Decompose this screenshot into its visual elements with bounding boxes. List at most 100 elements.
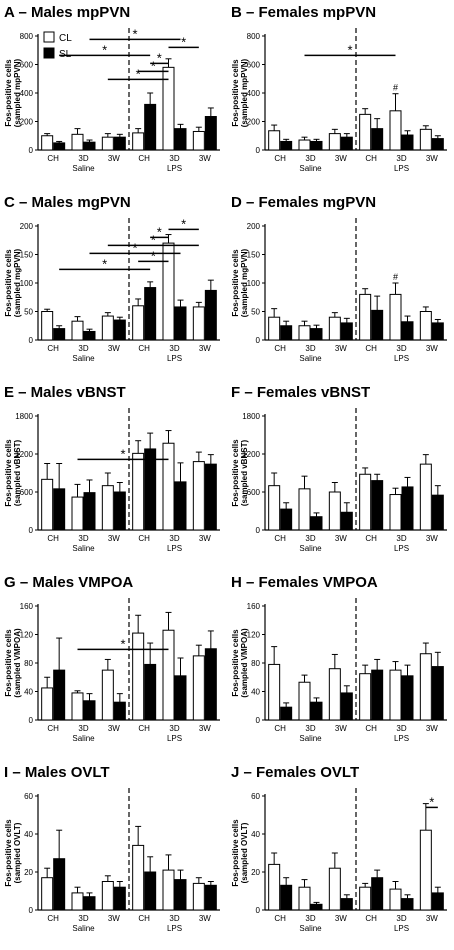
- x-tick-label: 3D: [169, 154, 179, 163]
- bar-cl: [162, 442, 175, 531]
- group-label-lps: LPS: [394, 164, 409, 173]
- bar-sl: [83, 330, 96, 341]
- x-tick-label: CH: [274, 724, 286, 733]
- y-tick-label: 600: [20, 61, 34, 70]
- bar-sl: [83, 492, 96, 531]
- y-tick-label: 50: [24, 308, 33, 317]
- group-label-lps: LPS: [394, 924, 409, 933]
- bar-sl: [280, 508, 293, 531]
- bar-sl: [340, 136, 353, 151]
- legend-swatch-sl: [43, 47, 55, 59]
- y-tick-label: 200: [20, 118, 34, 127]
- bar-cl: [71, 133, 84, 151]
- significance-star: *: [157, 50, 162, 65]
- legend-label-cl: CL: [59, 33, 72, 44]
- x-tick-label: 3W: [426, 344, 438, 353]
- bar-cl: [419, 653, 432, 721]
- x-tick-label: 3D: [78, 344, 88, 353]
- y-tick-label: 0: [29, 526, 34, 535]
- bar-cl: [328, 491, 341, 531]
- group-label-lps: LPS: [167, 544, 182, 553]
- x-tick-label: 3D: [169, 724, 179, 733]
- bar-sl: [340, 898, 353, 911]
- y-axis-label: Fos-positive cells(sampled VMPOA): [4, 628, 22, 698]
- bar-sl: [371, 877, 384, 911]
- y-tick-label: 20: [24, 868, 33, 877]
- bar-sl: [431, 892, 444, 911]
- bar-sl: [204, 884, 217, 911]
- panel-title: J – Females OVLT: [231, 764, 359, 781]
- x-tick-label: 3D: [396, 724, 406, 733]
- bar-cl: [41, 135, 54, 151]
- y-axis-label-line1: Fos-positive cells: [4, 249, 13, 317]
- significance-star: *: [120, 636, 125, 651]
- y-axis-label: Fos-positive cells(sampled mpPVN): [4, 58, 22, 127]
- panel-title: F – Females vBNST: [231, 384, 370, 401]
- panel-title: B – Females mpPVN: [231, 4, 376, 21]
- bar-cl: [192, 306, 205, 341]
- significance-star: *: [102, 256, 107, 271]
- y-axis-label: Fos-positive cells(sampled mpPVN): [231, 58, 249, 127]
- panel-6: G – Males VMPOA Fos-positive cells(sample…: [4, 574, 220, 743]
- bar-sl: [340, 322, 353, 341]
- y-tick-label: 100: [20, 279, 34, 288]
- y-axis-label: Fos-positive cells(sampled mgPVN): [231, 248, 249, 317]
- x-tick-label: 3W: [426, 724, 438, 733]
- bar-cl: [101, 881, 114, 911]
- y-tick-label: 160: [247, 602, 261, 611]
- bar-cl: [132, 452, 145, 531]
- y-tick-label: 160: [20, 602, 34, 611]
- y-tick-label: 50: [251, 308, 260, 317]
- y-tick-label: 60: [24, 792, 33, 801]
- bar-cl: [132, 305, 145, 341]
- x-tick-label: 3D: [396, 914, 406, 923]
- bar-cl: [101, 669, 114, 721]
- bar-sl: [340, 511, 353, 531]
- legend-label-sl: SL: [59, 49, 72, 60]
- bar-sl: [144, 871, 157, 911]
- bar-cl: [328, 668, 341, 721]
- significance-star: *: [181, 216, 186, 231]
- panel-title: C – Males mgPVN: [4, 194, 131, 211]
- bar-sl: [401, 321, 414, 341]
- x-tick-label: CH: [138, 914, 150, 923]
- x-tick-label: 3W: [426, 534, 438, 543]
- x-tick-label: 3W: [199, 914, 211, 923]
- bar-sl: [401, 486, 414, 531]
- bar-cl: [71, 320, 84, 341]
- panel-1: B – Females mpPVN Fos-positive cells(samp…: [231, 4, 447, 173]
- bar-sl: [174, 306, 187, 341]
- significance-star: *: [132, 26, 137, 41]
- y-axis-label-line2: (sampled vBNST): [240, 440, 249, 507]
- x-tick-label: 3W: [426, 154, 438, 163]
- y-tick-label: 0: [29, 336, 34, 345]
- hash-mark: #: [393, 83, 398, 93]
- bar-cl: [298, 139, 311, 151]
- y-tick-label: 20: [251, 868, 260, 877]
- bar-cl: [268, 485, 281, 531]
- bar-sl: [431, 494, 444, 531]
- x-tick-label: 3D: [169, 534, 179, 543]
- y-axis-label-line2: (sampled OVLT): [240, 822, 249, 883]
- panel-0: A – Males mpPVN Fos-positive cells(sample…: [4, 4, 220, 173]
- y-tick-label: 150: [247, 251, 261, 260]
- y-axis-label-line2: (sampled mgPVN): [13, 248, 22, 317]
- y-tick-label: 0: [256, 906, 261, 915]
- bar-cl: [268, 863, 281, 911]
- bar-cl: [192, 461, 205, 531]
- bar-cl: [359, 673, 372, 721]
- bar-cl: [268, 316, 281, 341]
- bar-cl: [359, 113, 372, 151]
- y-axis-label-line2: (sampled mpPVN): [13, 58, 22, 127]
- x-tick-label: 3W: [199, 154, 211, 163]
- x-tick-label: CH: [138, 344, 150, 353]
- y-tick-label: 0: [29, 146, 34, 155]
- bar-sl: [113, 319, 126, 341]
- y-tick-label: 1800: [15, 412, 33, 421]
- panel-title: E – Males vBNST: [4, 384, 126, 401]
- x-tick-label: CH: [47, 534, 59, 543]
- panel-title: H – Females VMPOA: [231, 574, 378, 591]
- x-tick-label: 3D: [396, 534, 406, 543]
- x-tick-label: CH: [47, 914, 59, 923]
